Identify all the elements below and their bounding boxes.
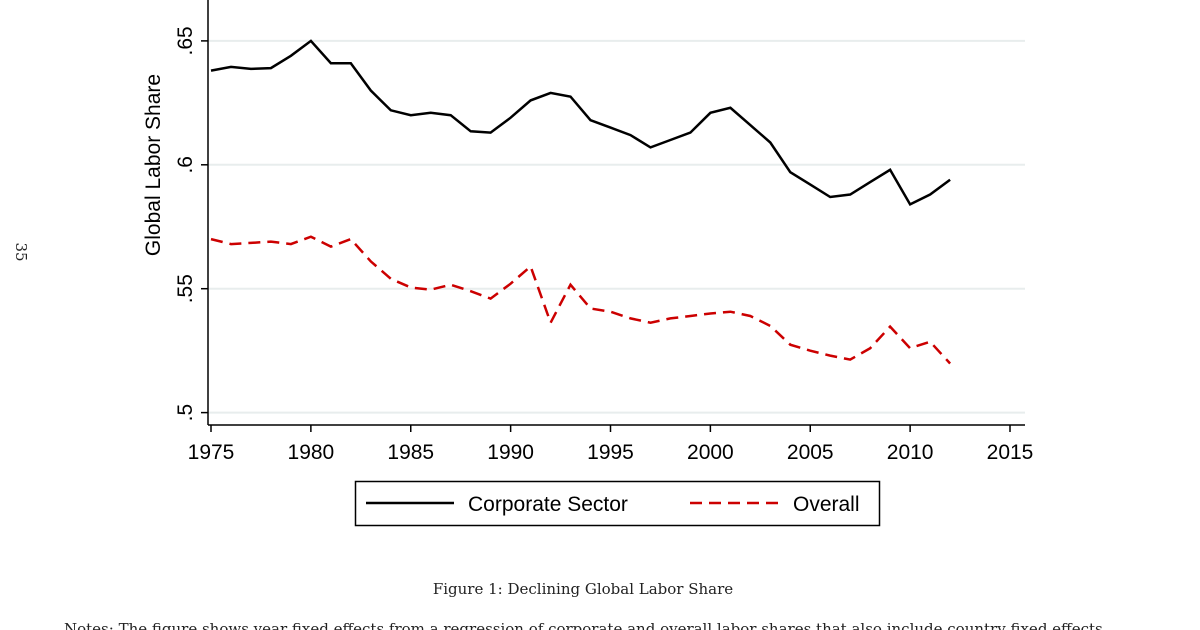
x-tick-label: 1975 <box>188 441 235 464</box>
x-tick-label: 2010 <box>887 441 934 464</box>
series-line-corporate <box>210 39 951 207</box>
y-tick-label: .6 <box>174 156 197 174</box>
x-tick-label: 2005 <box>787 441 834 464</box>
figure-caption: Figure 1: Declining Global Labor Share <box>433 580 733 598</box>
series-line-overall <box>210 235 952 365</box>
x-tick-label: 2000 <box>687 441 734 464</box>
y-tick-label: .5 <box>174 404 197 422</box>
x-tick-label: 1990 <box>487 441 534 464</box>
x-tick-label: 1985 <box>387 441 434 464</box>
x-tick-label: 2015 <box>987 441 1034 464</box>
series-lines <box>210 39 952 365</box>
y-tick-label: .65 <box>174 26 197 55</box>
x-tick-label: 1995 <box>587 441 634 464</box>
legend: Corporate Sector Overall <box>354 480 881 527</box>
legend-label-overall: Overall <box>793 493 860 516</box>
page-number: 35 <box>12 242 30 261</box>
gridlines <box>208 39 1025 414</box>
y-axis-label: Global Labor Share <box>142 74 165 256</box>
figure-notes: Notes: The figure shows year fixed effec… <box>64 620 1108 630</box>
axes: .5 .55 .6 .65 1975 1980 1985 1990 1995 2000 2005 20… <box>174 0 1033 464</box>
y-tick-label: .55 <box>174 274 197 303</box>
x-tick-label: 1980 <box>288 441 335 464</box>
legend-label-corporate: Corporate Sector <box>468 493 628 516</box>
